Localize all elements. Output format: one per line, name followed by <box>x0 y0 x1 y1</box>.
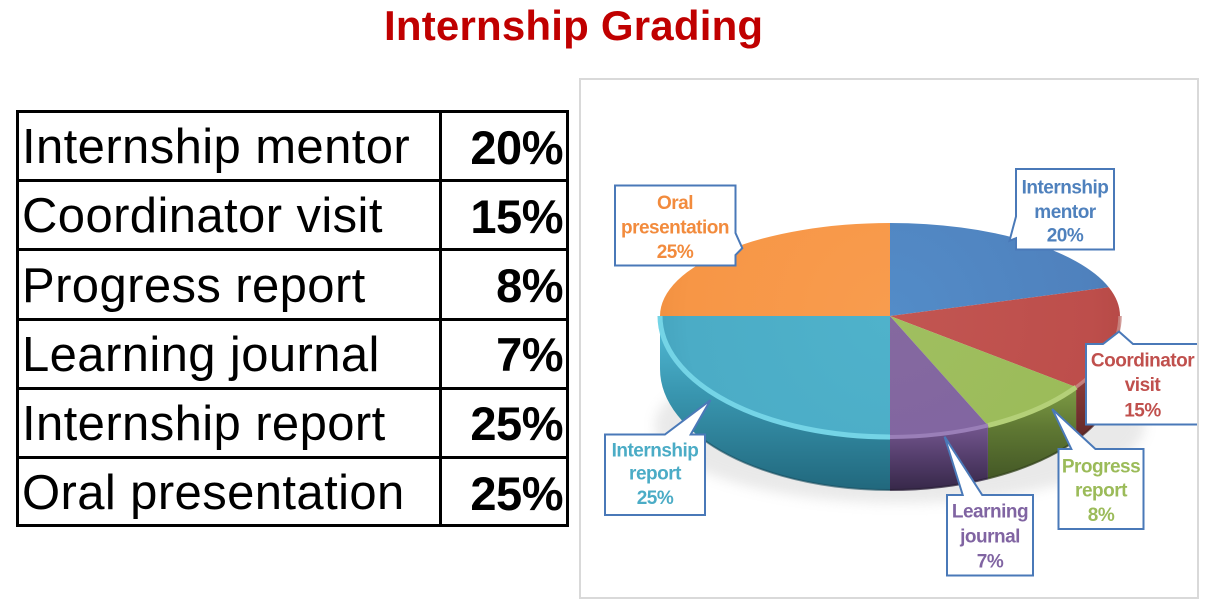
svg-text:Oral: Oral <box>657 193 693 214</box>
svg-text:Learning: Learning <box>952 502 1028 523</box>
svg-text:report: report <box>629 464 682 485</box>
svg-text:mentor: mentor <box>1034 202 1097 223</box>
svg-text:25%: 25% <box>637 488 674 509</box>
svg-text:Coordinator: Coordinator <box>1091 350 1195 371</box>
svg-text:visit: visit <box>1125 375 1162 396</box>
svg-text:25%: 25% <box>657 242 694 263</box>
svg-text:Internship: Internship <box>612 440 699 461</box>
svg-text:8%: 8% <box>1088 505 1115 526</box>
svg-text:journal: journal <box>959 527 1020 548</box>
svg-text:Progress: Progress <box>1062 457 1140 478</box>
svg-text:Internship: Internship <box>1022 177 1109 198</box>
svg-text:20%: 20% <box>1047 226 1084 247</box>
svg-text:15%: 15% <box>1124 401 1161 422</box>
svg-text:7%: 7% <box>977 552 1004 573</box>
svg-text:report: report <box>1075 481 1128 502</box>
svg-text:presentation: presentation <box>621 217 729 238</box>
